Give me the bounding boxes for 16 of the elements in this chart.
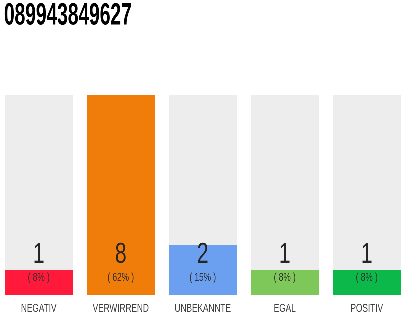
- x-tick-label: POSITIV: [351, 304, 384, 312]
- annotation: ( 8% ): [274, 272, 296, 284]
- x-tick-label: EGAL: [274, 304, 296, 312]
- x-tick-label: NEGATIV: [22, 304, 57, 312]
- data-label: 1: [34, 243, 44, 263]
- annotation: ( 8% ): [356, 272, 378, 284]
- x-tick-label: VERWIRREND: [92, 304, 149, 312]
- annotation: ( 15% ): [190, 272, 216, 284]
- data-label: 1: [362, 243, 372, 263]
- data-label: 2: [198, 242, 208, 263]
- annotation: ( 8% ): [28, 272, 50, 284]
- data-label: 1: [280, 243, 290, 263]
- chart-title: 089943849627: [4, 3, 132, 26]
- annotation: ( 62% ): [108, 272, 134, 284]
- data-label: 8: [116, 242, 126, 264]
- x-tick-label: UNBEKANNTE: [175, 304, 231, 312]
